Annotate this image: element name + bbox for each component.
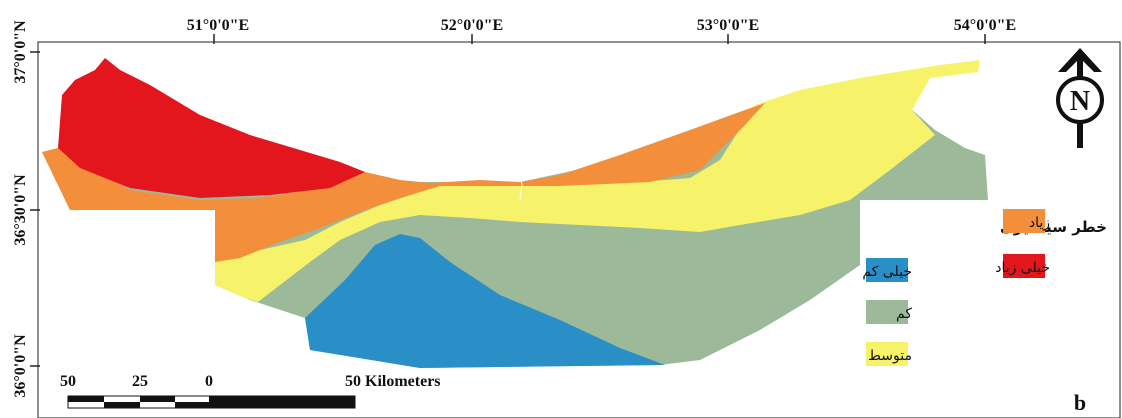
scale-label-0: 0 bbox=[205, 373, 213, 390]
latitude-ticks bbox=[30, 51, 40, 367]
legend-label-very-low: خیلی کم bbox=[862, 264, 912, 280]
zone-high bbox=[42, 103, 765, 262]
legend-swatch-very-high bbox=[1003, 254, 1045, 278]
longitude-ticks bbox=[213, 34, 986, 44]
scale-label-km: 50 Kilometers bbox=[345, 373, 441, 390]
map-border bbox=[37, 41, 1121, 418]
north-arrow-head-icon bbox=[1058, 48, 1102, 72]
zone-very-low bbox=[305, 234, 665, 368]
lon-label: 52°0'0"E bbox=[441, 17, 503, 34]
legend-swatch-very-low bbox=[866, 258, 908, 282]
scale-label-50: 50 bbox=[60, 373, 76, 390]
legend: خطر سیلخیزی خیلی کم کم متوسط زیاد خیلی ز… bbox=[860, 200, 1107, 375]
legend-swatch-high bbox=[1003, 209, 1045, 233]
north-arrow: N bbox=[1056, 48, 1104, 148]
lon-label: 54°0'0"E bbox=[954, 17, 1016, 34]
scale-bar: 50 25 0 50 Kilometers bbox=[60, 373, 441, 409]
river-line bbox=[519, 171, 523, 201]
lat-label: 36°30'0"N bbox=[12, 174, 29, 246]
lon-label: 51°0'0"E bbox=[187, 17, 249, 34]
legend-swatch-medium bbox=[866, 342, 908, 366]
lon-label: 53°0'0"E bbox=[697, 17, 759, 34]
panel-label: b bbox=[1074, 390, 1086, 415]
scale-label-25: 25 bbox=[132, 373, 148, 390]
legend-label-very-high: خیلی زیاد bbox=[995, 260, 1050, 276]
legend-label-low: کم bbox=[896, 306, 912, 322]
zone-very-high bbox=[58, 58, 365, 198]
legend-swatch-low bbox=[866, 300, 908, 324]
north-letter: N bbox=[1070, 86, 1090, 117]
zone-medium bbox=[215, 60, 980, 302]
legend-label-high: زیاد bbox=[1029, 215, 1050, 231]
legend-label-medium: متوسط bbox=[868, 348, 912, 364]
lat-label: 37°0'0"N bbox=[12, 20, 29, 84]
lat-label: 36°0'0"N bbox=[12, 334, 29, 398]
